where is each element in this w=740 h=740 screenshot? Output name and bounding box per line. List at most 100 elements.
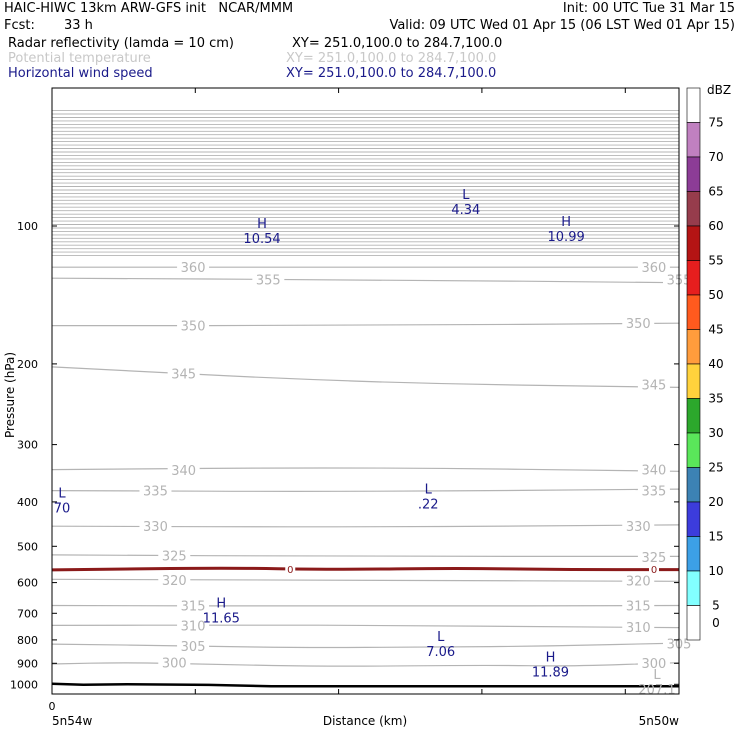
theta-label-bg [622, 598, 655, 613]
theta-contour-label: 330 [143, 520, 168, 535]
colorbar-swatch [686, 570, 701, 606]
theta-contour-line [51, 624, 680, 629]
wind-extremum-value: 11.65 [203, 611, 240, 626]
theta-contour-line [51, 467, 680, 472]
theta-label-bg [167, 366, 200, 381]
theta-label-bg [177, 618, 210, 633]
colorbar-label: 5 [712, 599, 720, 613]
colorbar-swatch [686, 191, 701, 227]
theta-label-bg [158, 655, 191, 670]
field-name-reflectivity: Radar reflectivity (lamda = 10 cm) [8, 36, 234, 51]
theta-contour-line [51, 277, 680, 284]
wind-extremum-type: H [561, 215, 571, 230]
field-name-theta: Potential temperature [8, 51, 151, 66]
theta-contour-label: 310 [181, 620, 206, 635]
x-axis-label: Distance (km) [323, 714, 407, 728]
theta-label-bg [637, 483, 670, 498]
theta-contour-line [51, 554, 680, 558]
theta-contour-label: 335 [642, 485, 667, 500]
colorbar-swatch [686, 329, 701, 365]
colorbar-label: 40 [708, 357, 723, 371]
wind-extremum-type: L [653, 668, 661, 683]
wind-extremum-value: 207.1 [638, 683, 675, 698]
theta-label-bg [139, 518, 172, 533]
freezing-label-bg [285, 563, 296, 576]
colorbar-label: 15 [708, 530, 723, 544]
theta-contour-label: 300 [642, 657, 667, 672]
valid-time: Valid: 09 UTC Wed 01 Apr 15 (06 LST Wed … [389, 18, 735, 33]
colorbar-label: 65 [708, 185, 723, 199]
wind-extremum-value: 4.34 [451, 203, 480, 218]
colorbar-label: 60 [708, 219, 723, 233]
theta-contour-label: 350 [181, 320, 206, 335]
freezing-level-label: 0 [651, 565, 657, 576]
colorbar-swatch [686, 605, 701, 641]
theta-label-bg [177, 318, 210, 333]
theta-contour-line [51, 604, 680, 607]
theta-contour-line [51, 578, 680, 582]
y-tick-label: 800 [17, 634, 38, 647]
colorbar-swatch [686, 398, 701, 434]
y-tick-label: 700 [17, 607, 38, 620]
x-tick-label: 0 [49, 700, 56, 713]
theta-contour-line [51, 322, 680, 327]
colorbar-label: 50 [708, 288, 723, 302]
stratosphere-contours [52, 110, 679, 257]
theta-contour-label: 325 [162, 549, 187, 564]
field-name-wind: Horizontal wind speed [8, 66, 153, 81]
theta-contour-label: 345 [171, 368, 196, 383]
colorbar-label: 45 [708, 323, 723, 337]
theta-label-bg [622, 573, 655, 588]
colorbar-label: 0 [712, 616, 720, 630]
colorbar-label: 25 [708, 461, 723, 475]
colorbar-label: 35 [708, 392, 723, 406]
colorbar-swatch [686, 156, 701, 192]
theta-label-bg [622, 518, 655, 533]
theta-contour-label: 345 [642, 379, 667, 394]
theta-label-bg [177, 260, 210, 275]
theta-contour-label: 340 [642, 464, 667, 479]
theta-contour-label: 335 [143, 485, 168, 500]
colorbar-label: 55 [708, 254, 723, 268]
theta-label-bg [637, 550, 670, 565]
wind-extremum-type: H [257, 217, 267, 232]
theta-contour-line [51, 366, 680, 388]
colorbar-swatch [686, 87, 701, 123]
theta-contour-label: 320 [162, 574, 187, 589]
colorbar-unit: dBZ [707, 83, 731, 97]
theta-contour-label: 350 [626, 317, 651, 332]
theta-contour-label: 330 [626, 520, 651, 535]
fcst-value: 33 h [64, 18, 93, 33]
field-xy-reflectivity: XY= 251.0,100.0 to 284.7,100.0 [292, 36, 503, 51]
model-title: HAIC-HIWC 13km ARW-GFS init NCAR/MMM [4, 1, 294, 16]
wind-extremum-type: L [58, 486, 66, 501]
colorbar-label: 70 [708, 150, 723, 164]
y-tick-label: 100 [17, 220, 38, 233]
fcst-label: Fcst: [4, 18, 35, 33]
theta-contour-label: 355 [256, 274, 281, 289]
theta-contour-label: 305 [181, 640, 206, 655]
wind-extremum-type: H [546, 651, 556, 666]
theta-label-bg [158, 572, 191, 587]
x-right-location: 5n50w [639, 714, 680, 728]
theta-contour-label: 340 [171, 464, 196, 479]
freezing-level-line [51, 566, 679, 572]
wind-extremum-value: 70 [54, 501, 71, 516]
colorbar-swatch [686, 225, 701, 261]
colorbar-swatch [686, 363, 701, 399]
wind-extremum-value: .22 [418, 497, 439, 512]
colorbar-swatch [686, 260, 701, 296]
theta-contour-label: 360 [642, 261, 667, 276]
theta-contour-line [51, 488, 680, 492]
y-tick-label: 900 [17, 657, 38, 670]
theta-label-bg [637, 656, 670, 671]
theta-label-bg [637, 260, 670, 275]
y-tick-label: 200 [17, 358, 38, 371]
wind-extremum-type: L [462, 188, 470, 203]
theta-label-bg [252, 272, 285, 287]
y-tick-label: 600 [17, 577, 38, 590]
